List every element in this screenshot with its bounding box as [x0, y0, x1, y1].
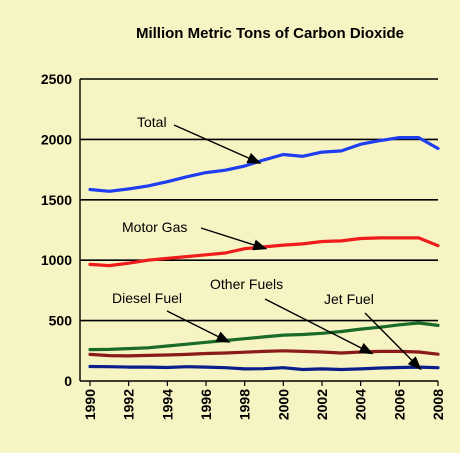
annotation-arrow-jet-fuel — [364, 312, 422, 371]
annotations: Total Motor Gas Diesel Fuel Other Fuels Jet … — [112, 114, 422, 371]
series-line-motor-gas — [88, 236, 440, 268]
annotation-arrow-other-fuels — [264, 298, 374, 355]
x-tick-label-2002: 2002 — [314, 389, 330, 420]
x-tick-label-1996: 1996 — [198, 389, 214, 420]
annotation-label-jet-fuel: Jet Fuel — [324, 291, 374, 307]
annotation-label-diesel-fuel: Diesel Fuel — [112, 290, 182, 306]
annotation-label-total: Total — [137, 114, 167, 130]
x-tick-label-2000: 2000 — [275, 389, 291, 420]
series-line-diesel-fuel — [88, 321, 440, 352]
axes: 0 500 1000 1500 2000 2500 1990 1992 1994 1996 1998… — [41, 71, 446, 420]
x-tick-label-2006: 2006 — [391, 389, 407, 420]
annotation-arrow-total — [173, 124, 262, 164]
annotation-label-motor-gas: Motor Gas — [122, 219, 187, 235]
x-tick-label-1994: 1994 — [159, 389, 175, 420]
x-tick-label-2004: 2004 — [353, 389, 369, 420]
series-line-jet-fuel — [88, 364, 440, 372]
annotation-label-other-fuels: Other Fuels — [210, 276, 283, 292]
x-tick-label-1992: 1992 — [121, 389, 137, 420]
y-tick-label-1000: 1000 — [41, 252, 72, 268]
x-tick-label-2008: 2008 — [430, 389, 446, 420]
y-tick-label-2000: 2000 — [41, 131, 72, 147]
chart-title: Million Metric Tons of Carbon Dioxide — [136, 25, 404, 42]
y-tick-label-2500: 2500 — [41, 71, 72, 87]
series-line-total — [88, 136, 440, 193]
x-tick-label-1998: 1998 — [237, 389, 253, 420]
annotation-arrow-diesel-fuel — [166, 310, 231, 343]
y-tick-label-1500: 1500 — [41, 192, 72, 208]
series-line-other-fuels — [88, 349, 440, 358]
y-tick-label-0: 0 — [64, 373, 72, 389]
y-tick-label-500: 500 — [49, 313, 73, 329]
x-tick-label-1990: 1990 — [82, 389, 98, 420]
annotation-arrow-motor-gas — [200, 227, 268, 251]
